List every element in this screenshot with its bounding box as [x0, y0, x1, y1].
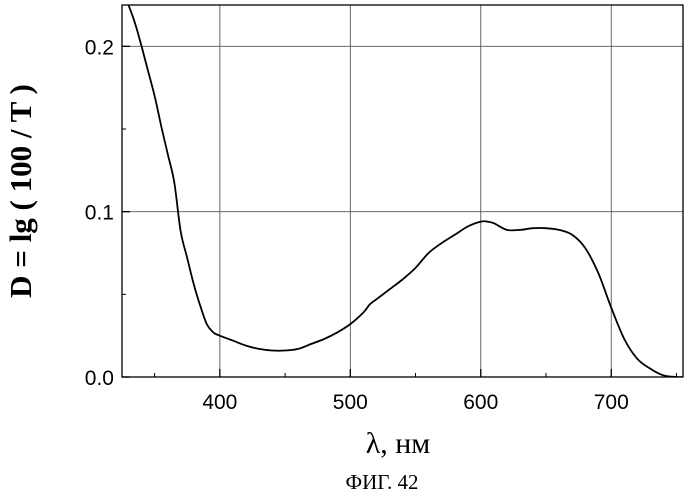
x-tick-label: 400 [202, 391, 237, 414]
x-tick-label: 700 [594, 391, 629, 414]
axis-ticks: 400 500 600 700 0.0 0.1 0.2 [85, 36, 677, 414]
series-layer [129, 5, 684, 377]
y-tick-label: 0.1 [85, 202, 114, 225]
y-axis-label: D = lg ( 100 / T ) [3, 84, 38, 298]
y-tick-label: 0.0 [85, 367, 114, 390]
x-axis-label: λ, нм [366, 427, 431, 460]
y-tick-label: 0.2 [85, 36, 114, 59]
x-tick-label: 500 [333, 391, 368, 414]
x-tick-label: 600 [463, 391, 498, 414]
figure-caption: ФИГ. 42 [345, 470, 418, 494]
series-line [129, 5, 684, 377]
